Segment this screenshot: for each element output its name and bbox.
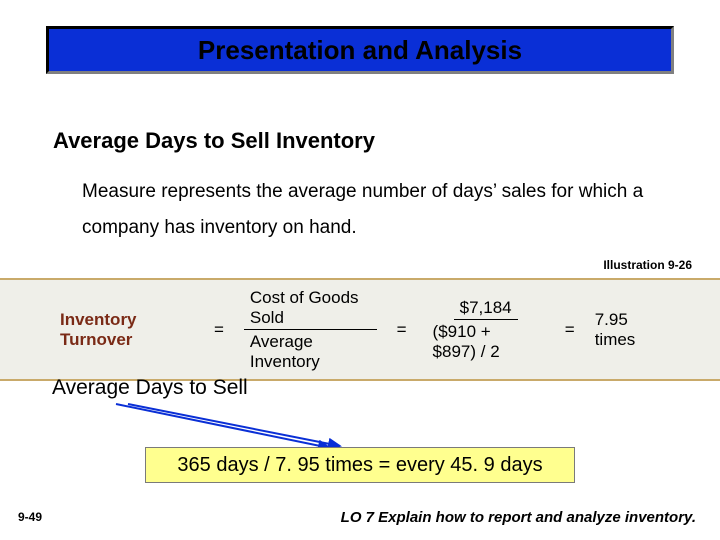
equals-sign-1: = xyxy=(210,320,228,340)
subheading: Average Days to Sell xyxy=(52,376,248,400)
result-text: 365 days / 7. 95 times = every 45. 9 day… xyxy=(177,454,542,477)
title-plate: Presentation and Analysis xyxy=(46,26,674,74)
fraction-den: Average Inventory xyxy=(244,330,377,371)
equals-sign-3: = xyxy=(561,320,579,340)
page-number: 9-49 xyxy=(18,510,42,524)
fraction-den-value: ($910 + $897) / 2 xyxy=(427,320,545,361)
formula-lhs: Inventory Turnover xyxy=(60,310,194,350)
slide-title: Presentation and Analysis xyxy=(198,35,522,66)
section-heading: Average Days to Sell Inventory xyxy=(53,128,375,154)
illustration-label: Illustration 9-26 xyxy=(603,258,692,272)
formula-rhs: 7.95 times xyxy=(595,310,660,350)
fraction-num: Cost of Goods Sold xyxy=(244,288,377,330)
formula-bar: Inventory Turnover = Cost of Goods Sold … xyxy=(0,278,720,381)
fraction-symbolic: Cost of Goods Sold Average Inventory xyxy=(244,288,377,371)
fraction-numeric: $7,184 ($910 + $897) / 2 xyxy=(427,298,545,362)
equals-sign-2: = xyxy=(393,320,411,340)
body-paragraph: Measure represents the average number of… xyxy=(82,174,672,246)
fraction-num-value: $7,184 xyxy=(454,298,518,321)
learning-objective: LO 7 Explain how to report and analyze i… xyxy=(341,509,696,526)
result-box: 365 days / 7. 95 times = every 45. 9 day… xyxy=(145,447,575,483)
slide: Presentation and Analysis Average Days t… xyxy=(0,0,720,540)
